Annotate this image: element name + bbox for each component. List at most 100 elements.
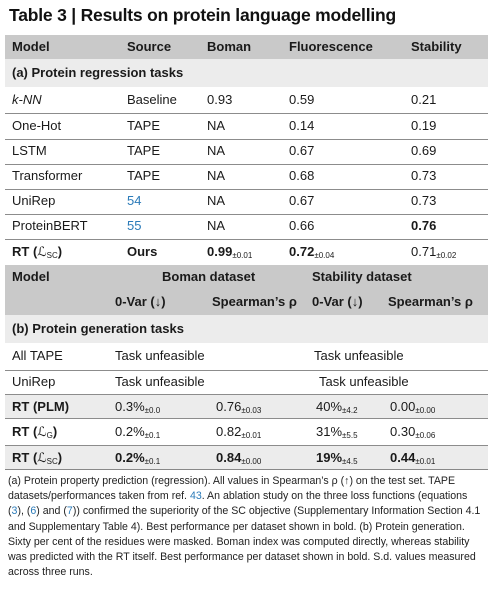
equation-link-7[interactable]: 7 (66, 505, 73, 518)
row-divider (5, 139, 488, 140)
row-model: RT (ℒG) (12, 424, 57, 444)
row-c1: 0.3%±0.0 (115, 399, 160, 419)
value: 0.30 (390, 424, 416, 439)
loss-symbol: ℒ (37, 451, 47, 466)
row-divider (5, 239, 488, 240)
row-model: UniRep (12, 374, 56, 389)
row-stab: 0.73 (411, 168, 437, 183)
row-fluor: 0.14 (289, 118, 315, 133)
section-label-b: (b) Protein generation tasks (12, 321, 184, 336)
row-boman: NA (207, 168, 226, 183)
row-model-close: ) (52, 424, 58, 439)
row-c1: 0.2%±0.1 (115, 424, 160, 444)
sd: ±0.00 (415, 406, 436, 415)
row-fluor: 0.68 (289, 168, 315, 183)
row-model: LSTM (12, 143, 47, 158)
section-band-a (5, 59, 488, 87)
row-c3: 31%±5.5 (316, 424, 358, 444)
row-model-text: RT ( (12, 244, 38, 259)
sd: ±0.03 (241, 406, 262, 415)
row-c3: 40%±4.2 (316, 399, 358, 419)
row-source: TAPE (127, 118, 160, 133)
row-fluor: 0.67 (289, 143, 315, 158)
caption-text: )) confirmed the superiority of the SC o… (8, 505, 481, 579)
row-c4: 0.30±0.06 (390, 424, 435, 444)
caption-text: ) and ( (36, 505, 67, 518)
row-model: RT (PLM) (12, 399, 70, 414)
sd: ±5.5 (342, 431, 358, 440)
row-c2: 0.84±0.00 (216, 450, 261, 470)
loss-subscript: SC (46, 251, 58, 260)
row-fluor: 0.72±0.04 (289, 244, 334, 264)
caption-text: (a) Protein property prediction (regress… (8, 475, 456, 503)
row-divider (5, 418, 488, 419)
row-model: k-NN (12, 92, 42, 108)
value: 0.76 (216, 399, 242, 414)
row-source: TAPE (127, 168, 160, 183)
row-stab-note: Task unfeasible (319, 374, 409, 389)
value: 40% (316, 399, 343, 414)
row-model: One-Hot (12, 118, 62, 133)
row-model: RT (ℒSC) (12, 244, 62, 264)
equation-link-6[interactable]: 6 (30, 505, 37, 518)
row-fluor: 0.66 (289, 218, 315, 233)
row-boman: 0.99±0.01 (207, 244, 252, 264)
col-header-boman: Boman (207, 39, 252, 54)
row-model-text: k-NN (12, 92, 42, 107)
sd: ±0.1 (144, 431, 161, 440)
section-label-a: (a) Protein regression tasks (12, 65, 184, 80)
row-model: RT (ℒSC) (12, 450, 62, 470)
reference-link-55[interactable]: 55 (127, 218, 142, 233)
row-stab: 0.76 (411, 218, 437, 233)
col-header-stability: Stability (411, 39, 462, 54)
header-band-a (5, 35, 488, 59)
sd: ±0.1 (144, 457, 161, 466)
row-stab: 0.19 (411, 118, 437, 133)
value: 31% (316, 424, 343, 439)
row-divider (5, 214, 488, 215)
col-header-0var-stability: 0-Var (↓) (312, 294, 363, 309)
row-model: ProteinBERT (12, 218, 88, 233)
table-bottom-rule (5, 469, 488, 470)
row-boman: 0.93 (207, 92, 233, 107)
loss-symbol: ℒ (37, 245, 47, 260)
row-c2: 0.82±0.01 (216, 424, 261, 444)
row-c4: 0.00±0.00 (390, 399, 435, 419)
caption-text: ), ( (17, 505, 31, 518)
value: 0.44 (390, 450, 416, 465)
row-stab: 0.21 (411, 92, 437, 107)
section-band-b (5, 315, 488, 343)
row-boman: NA (207, 118, 226, 133)
row-model-close: ) (57, 450, 63, 465)
sd: ±0.02 (436, 251, 457, 260)
equation-link-3[interactable]: 3 (11, 505, 18, 518)
row-model: UniRep (12, 193, 56, 208)
reference-link-54[interactable]: 54 (127, 193, 142, 208)
value: 0.84 (216, 450, 242, 465)
header-band-b (5, 265, 488, 315)
loss-symbol: ℒ (37, 425, 47, 440)
sd: ±0.04 (314, 251, 335, 260)
row-divider (5, 445, 488, 446)
value: 0.72 (289, 244, 315, 259)
row-stab: 0.73 (411, 193, 437, 208)
row-boman: NA (207, 143, 226, 158)
row-divider (5, 164, 488, 165)
row-c4: 0.44±0.01 (390, 450, 435, 470)
table-caption: (a) Protein property prediction (regress… (8, 474, 486, 580)
col-header-boman-dataset: Boman dataset (162, 269, 256, 284)
sd: ±0.01 (415, 457, 436, 466)
value: 0.82 (216, 424, 242, 439)
sd: ±4.2 (342, 406, 358, 415)
value: 0.2% (115, 450, 145, 465)
row-model: Transformer (12, 168, 83, 183)
col-header-source: Source (127, 39, 172, 54)
row-band (5, 394, 488, 418)
row-divider (5, 113, 488, 114)
value: 0.00 (390, 399, 416, 414)
table-title: Table 3 | Results on protein language mo… (9, 5, 397, 25)
col-header-spearman-stability: Spearman’s ρ (388, 294, 473, 309)
reference-link-43[interactable]: 43 (189, 490, 202, 503)
sd: ±0.0 (144, 406, 161, 415)
row-model-close: ) (57, 244, 63, 259)
